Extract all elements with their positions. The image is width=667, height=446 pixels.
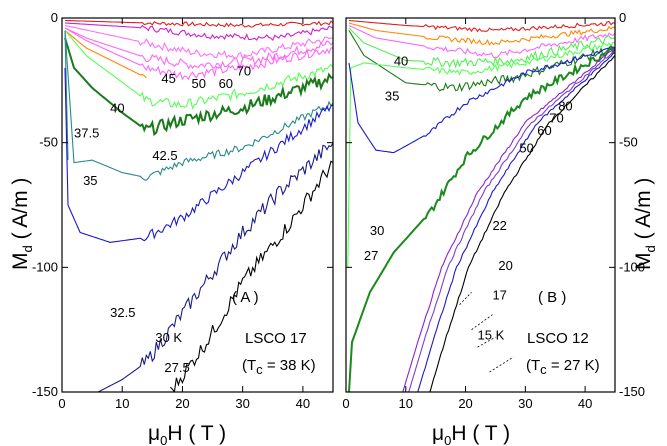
curve-label: 80 — [558, 98, 572, 113]
panel-a-xlabel: μ0H ( T ) — [148, 422, 226, 446]
panel-b-ticks: 0 10 20 30 40 0 -50 -100 -150 — [342, 10, 645, 411]
x-tick-label: 30 — [235, 396, 249, 411]
panel-b-ylabel: Md ( A/m ) — [632, 178, 658, 270]
y-tick-label: -100 — [32, 259, 58, 274]
curve-a-4 — [64, 27, 333, 81]
x-tick-label: 40 — [578, 396, 592, 411]
curve-b-2 — [348, 25, 615, 58]
curve-label: 40 — [394, 53, 408, 68]
leader-line — [489, 356, 514, 373]
y-tick-label: 0 — [619, 10, 626, 25]
x-tick-label: 10 — [115, 396, 129, 411]
curve-b-4 — [348, 30, 615, 92]
curve-a-6 — [64, 30, 333, 110]
curve-label: 15 K — [478, 328, 505, 343]
y-tick-label: -150 — [619, 384, 645, 399]
panel-a-label: ( A ) — [232, 289, 259, 306]
panel-b-curves — [347, 19, 615, 392]
panel-b-label: ( B ) — [538, 289, 566, 306]
panel-b-xlabel: μ0H ( T ) — [432, 422, 510, 446]
curve-b-6 — [348, 46, 615, 154]
curve-a-8 — [64, 30, 333, 181]
curve-b-10 — [417, 52, 615, 392]
panel-a-sample: LSCO 17 — [245, 330, 307, 347]
curve-label: 17 — [492, 288, 506, 303]
curve-label: 35 — [83, 173, 97, 188]
curve-a-12 — [170, 160, 333, 392]
x-tick-label: 0 — [58, 396, 65, 411]
curve-b-3 — [348, 27, 615, 69]
curve-b-7 — [348, 45, 615, 392]
curve-b-11 — [429, 55, 615, 392]
panel-a: 0 10 20 30 40 0 -50 -100 -150 70 60 50 45 40 37.5 42.5… — [9, 10, 334, 446]
panel-b-sample: LSCO 12 — [527, 330, 589, 347]
leader-line — [471, 314, 493, 330]
panel-b-tc: (Tc = 27 K) — [526, 357, 600, 377]
curve-label: 20 — [498, 258, 512, 273]
curve-label: 30 — [370, 223, 384, 238]
panel-a-ticks: 0 10 20 30 40 0 -50 -100 -150 — [32, 10, 333, 411]
curve-a-3 — [64, 27, 333, 70]
x-tick-label: 30 — [518, 396, 532, 411]
curve-label: 40 — [110, 101, 124, 116]
curve-a-2 — [64, 24, 333, 61]
curve-label: 42.5 — [152, 148, 177, 163]
y-tick-label: -150 — [32, 384, 58, 399]
curve-label: 27.5 — [164, 360, 189, 375]
panel-a-ylabel: Md ( A/m ) — [9, 178, 35, 270]
panel-a-curves — [64, 19, 333, 392]
curve-a-11 — [97, 142, 333, 392]
x-tick-label: 0 — [342, 396, 349, 411]
curve-a-1 — [64, 22, 333, 41]
curve-label: 35 — [385, 88, 399, 103]
curve-b-0 — [348, 19, 615, 33]
curve-a-7 — [64, 37, 333, 137]
curve-label: 30 K — [155, 330, 182, 345]
leader-line — [477, 336, 496, 348]
curve-b-1 — [348, 22, 615, 46]
curve-label: 22 — [492, 218, 506, 233]
curve-b-9 — [408, 49, 615, 392]
leader-line — [459, 291, 472, 306]
panel-a-tc: (Tc = 38 K) — [242, 357, 316, 377]
curve-label: 60 — [537, 123, 551, 138]
x-tick-label: 10 — [399, 396, 413, 411]
y-tick-label: -100 — [619, 259, 645, 274]
curve-b-8 — [402, 47, 615, 392]
y-tick-label: 0 — [51, 10, 58, 25]
curve-label: 50 — [191, 76, 205, 91]
curve-label: 27 — [364, 248, 378, 263]
curve-label: 70 — [549, 111, 563, 126]
curve-a-0 — [64, 19, 333, 28]
panel-a-curve-labels: 70 60 50 45 40 37.5 42.5 35 32.5 30 K 27.5 — [74, 63, 251, 375]
curve-label: 45 — [161, 71, 175, 86]
y-tick-label: -50 — [619, 135, 638, 150]
panel-b-frame — [345, 17, 616, 393]
panel-a-frame — [61, 17, 334, 393]
x-tick-label: 20 — [458, 396, 472, 411]
curve-label: 37.5 — [74, 126, 99, 141]
curve-label: 60 — [219, 76, 233, 91]
curve-label: 50 — [519, 141, 533, 156]
curve-a-9 — [64, 30, 69, 161]
y-tick-label: -50 — [39, 135, 58, 150]
curve-b-5 — [347, 41, 615, 268]
curve-a-10 — [64, 67, 333, 243]
curve-label: 70 — [237, 63, 251, 78]
curve-a-5 — [64, 30, 147, 79]
curve-label: 32.5 — [110, 305, 135, 320]
x-tick-label: 40 — [296, 396, 310, 411]
x-tick-label: 20 — [175, 396, 189, 411]
